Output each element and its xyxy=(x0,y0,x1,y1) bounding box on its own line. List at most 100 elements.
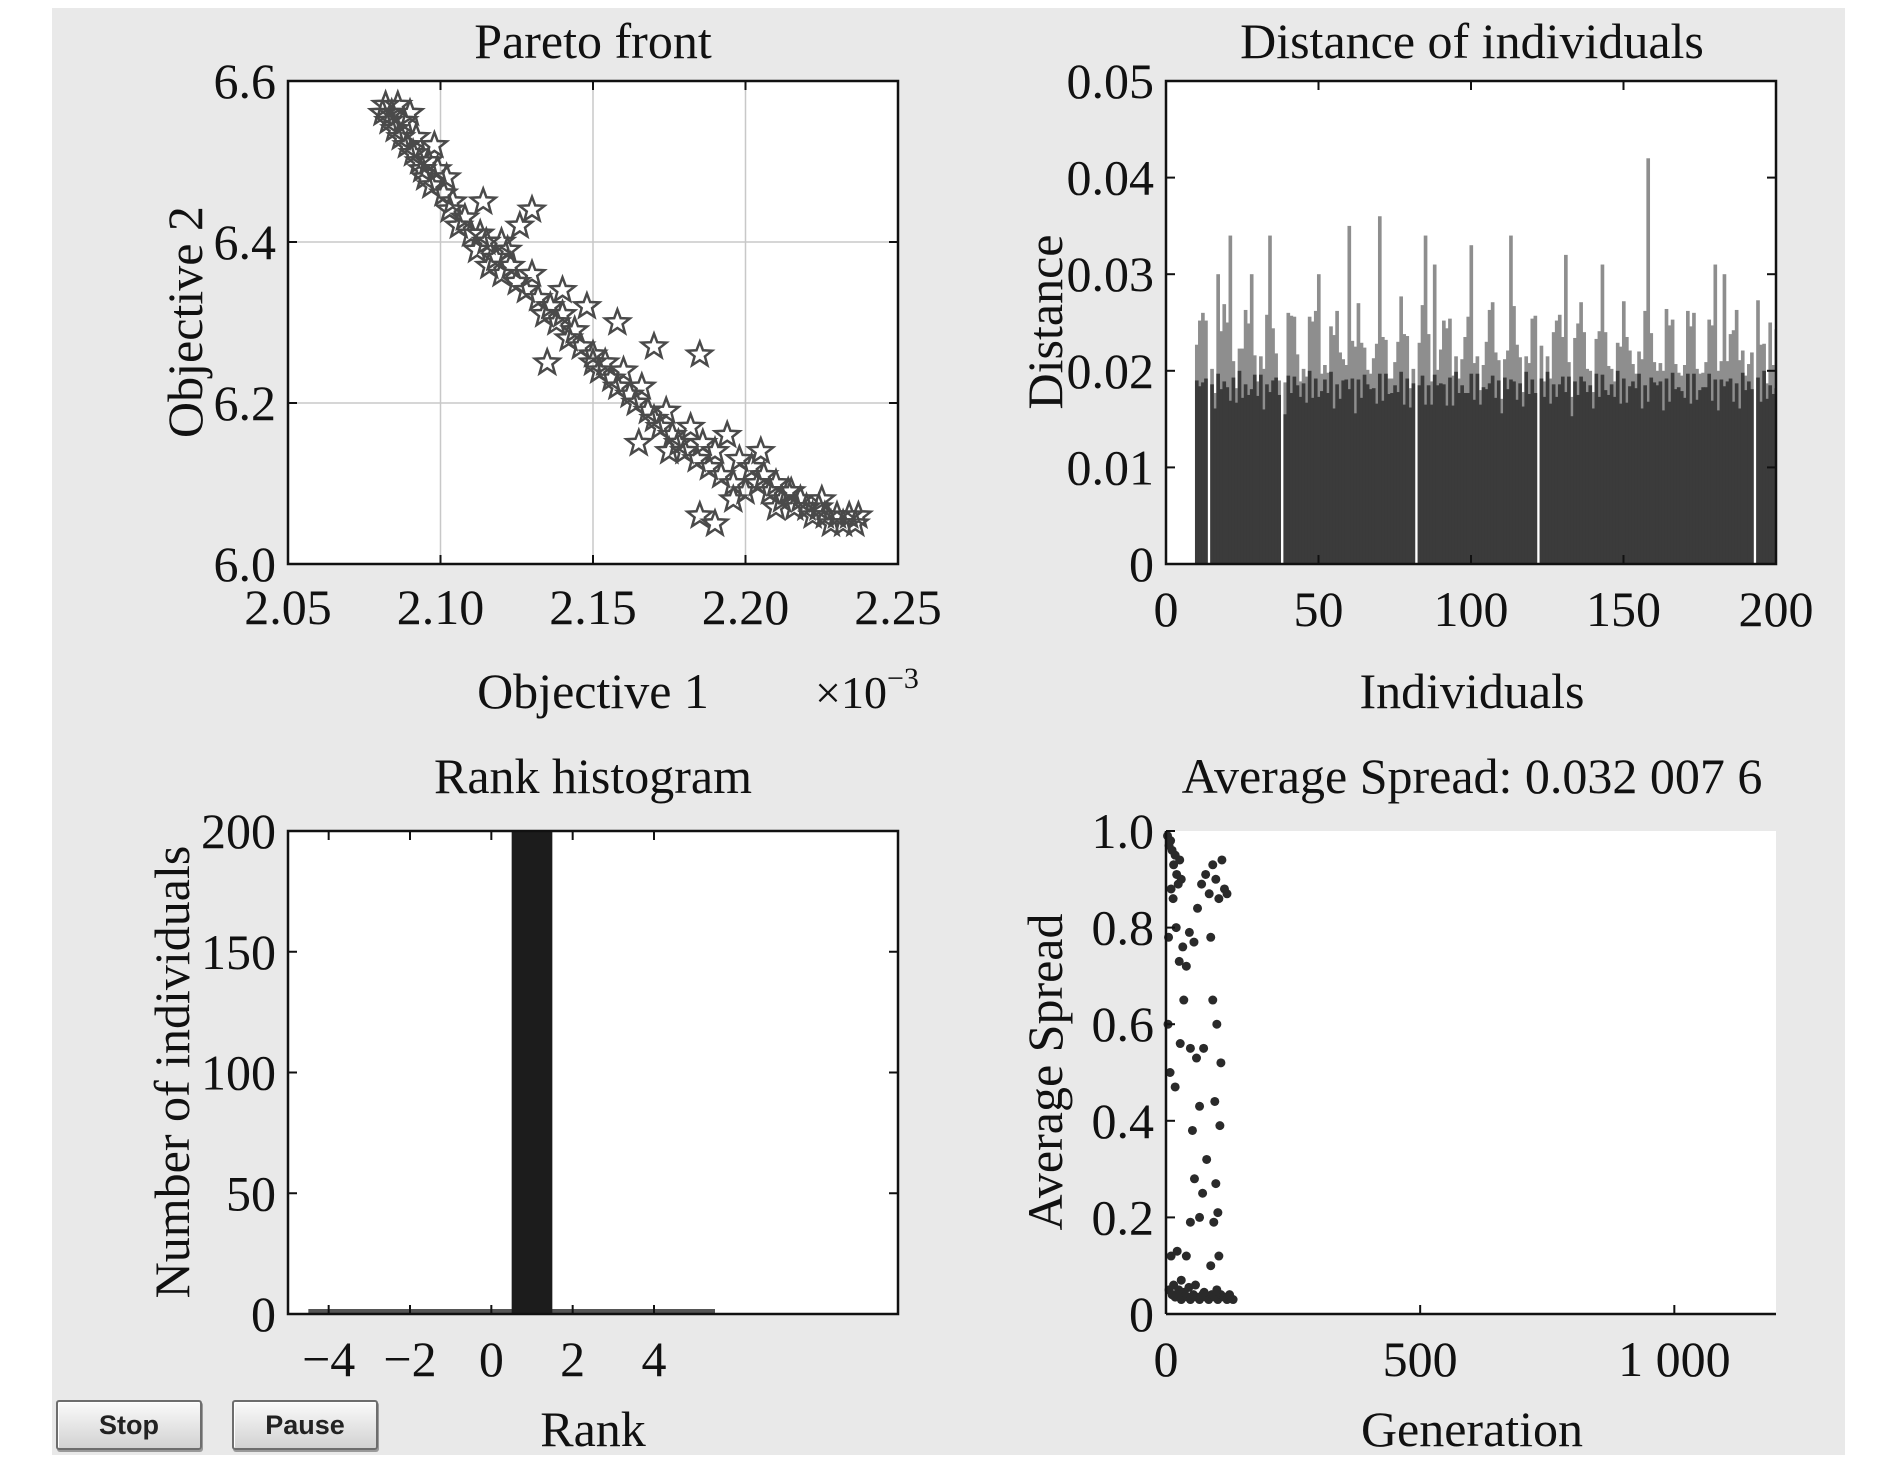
distance-bar-dark xyxy=(1228,400,1233,564)
rank-title: Rank histogram xyxy=(434,748,752,804)
y-tick-label: 1.0 xyxy=(1092,803,1155,859)
pareto-ylabel: Objective 2 xyxy=(157,206,213,438)
y-tick-label: 0.01 xyxy=(1067,439,1155,495)
distance-bar-dark xyxy=(1323,379,1327,564)
distance-bar-dark xyxy=(1679,391,1684,564)
pareto-point xyxy=(503,209,536,240)
distance-bar-dark xyxy=(1204,378,1208,564)
pareto-point xyxy=(461,233,493,264)
x-tick-label: 2.20 xyxy=(702,579,790,635)
distance-bar-dark xyxy=(1631,381,1635,564)
distance-bar-dark xyxy=(1222,381,1227,564)
distance-bar-dark xyxy=(1588,385,1593,564)
pause-button[interactable]: Pause xyxy=(232,1400,378,1450)
distance-bar-dark xyxy=(1426,385,1431,564)
distance-bar-dark xyxy=(1625,402,1629,564)
spread-point xyxy=(1165,1068,1175,1077)
distance-bar-dark xyxy=(1344,379,1349,564)
distance-bar-dark xyxy=(1405,378,1410,564)
spread-point xyxy=(1199,1287,1209,1297)
spread-ylabel: Average Spread xyxy=(1017,914,1073,1231)
distance-bar-dark xyxy=(1234,402,1239,564)
distance-bar-dark xyxy=(1512,381,1516,564)
y-tick-label: 6.4 xyxy=(214,214,277,270)
pareto-point xyxy=(418,128,451,159)
distance-bar-dark xyxy=(1725,381,1730,564)
distance-bar-dark xyxy=(1676,387,1681,564)
spread-point xyxy=(1189,1174,1199,1184)
figure-window: 2.05 2.10 2.15 2.20 2.25 6.0 6.2 6.4 6.6 Pareto … xyxy=(52,8,1845,1457)
distance-bar-dark xyxy=(1667,401,1672,564)
distance-bar-dark xyxy=(1326,393,1330,564)
distance-bar-dark xyxy=(1225,387,1230,564)
spread-point xyxy=(1176,1275,1186,1285)
distance-bar-dark xyxy=(1320,391,1324,564)
distance-bar-dark xyxy=(1283,414,1288,564)
distance-bar-dark xyxy=(1557,384,1562,564)
distance-bar-dark xyxy=(1286,375,1291,564)
pareto-point xyxy=(531,346,564,377)
distance-bar-dark xyxy=(1411,383,1416,564)
pareto-x-multiplier-base: ×10 xyxy=(815,667,887,718)
spread-point xyxy=(1215,1121,1225,1131)
distance-bar-dark xyxy=(1600,374,1605,564)
distance-bar-dark xyxy=(1329,371,1333,564)
pareto-point xyxy=(558,313,591,344)
distance-bar-dark xyxy=(1756,377,1760,564)
distance-bar-dark xyxy=(1515,399,1519,564)
y-tick-label: 6.6 xyxy=(214,53,277,109)
spread-point xyxy=(1175,855,1185,865)
distance-bar-dark xyxy=(1362,374,1367,564)
stop-button[interactable]: Stop xyxy=(56,1400,202,1450)
distance-bar-dark xyxy=(1618,403,1623,564)
y-tick-label: 150 xyxy=(201,924,276,980)
distance-bar-dark xyxy=(1350,378,1355,564)
spread-point xyxy=(1181,1251,1191,1261)
distance-bar-dark xyxy=(1216,373,1220,564)
pareto-point xyxy=(601,305,634,336)
distance-bar-dark xyxy=(1524,371,1529,564)
distance-bar-dark xyxy=(1731,401,1736,564)
x-tick-label: 0 xyxy=(479,1331,504,1387)
distance-bar-dark xyxy=(1387,393,1391,564)
spread-point xyxy=(1212,1285,1222,1295)
distance-bar-dark xyxy=(1448,377,1452,564)
distance-bar-dark xyxy=(1591,408,1596,564)
distance-bar-dark xyxy=(1381,400,1385,564)
distance-bar-dark xyxy=(1213,408,1217,564)
distance-bar-dark xyxy=(1365,384,1370,564)
distance-bar-dark xyxy=(1701,387,1705,564)
distance-bar-dark xyxy=(1457,393,1461,564)
pareto-point xyxy=(711,418,744,449)
distance-bar-dark xyxy=(1518,383,1522,564)
distance-bar-dark xyxy=(1384,373,1388,564)
distance-bar-dark xyxy=(1252,374,1257,564)
x-tick-label: 50 xyxy=(1294,581,1344,637)
pareto-point xyxy=(650,394,683,425)
distance-bar-dark xyxy=(1490,375,1495,564)
pareto-point xyxy=(516,193,548,224)
distance-bar-dark xyxy=(1707,373,1712,564)
figure-canvas: 2.05 2.10 2.15 2.20 2.25 6.0 6.2 6.4 6.6 Pareto … xyxy=(144,13,1814,1457)
spread-point xyxy=(1192,1053,1201,1063)
pareto-title: Pareto front xyxy=(474,13,712,69)
distance-bar-dark xyxy=(1567,376,1571,564)
distance-bar-dark xyxy=(1210,384,1214,564)
y-tick-label: 200 xyxy=(201,803,276,859)
pareto-point xyxy=(400,120,432,151)
distance-bar-dark xyxy=(1621,378,1626,564)
spread-point xyxy=(1171,923,1181,933)
distance-bar-dark xyxy=(1201,382,1205,564)
distance-bar-dark xyxy=(1301,383,1306,564)
distance-bar-dark xyxy=(1698,390,1702,564)
spread-point xyxy=(1198,1188,1208,1198)
distance-bar-dark xyxy=(1658,381,1663,564)
rank-plot-area xyxy=(288,831,898,1314)
pareto-point xyxy=(455,217,487,248)
spread-point xyxy=(1209,1217,1219,1227)
distance-bar-dark xyxy=(1747,381,1751,564)
distance-title: Distance of individuals xyxy=(1240,13,1704,69)
distance-bar-dark xyxy=(1664,378,1669,564)
